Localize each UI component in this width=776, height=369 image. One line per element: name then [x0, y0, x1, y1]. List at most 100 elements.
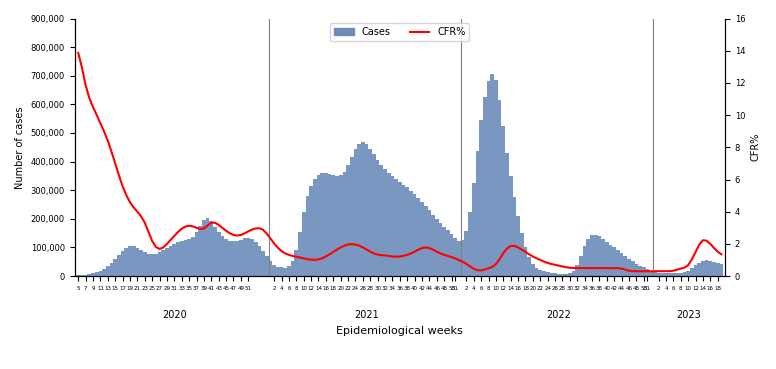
- Bar: [409, 190, 413, 276]
- Bar: [217, 232, 220, 276]
- Bar: [262, 251, 265, 276]
- Bar: [95, 272, 99, 276]
- Bar: [428, 210, 431, 276]
- Bar: [335, 176, 339, 276]
- Bar: [84, 275, 88, 276]
- Bar: [509, 176, 513, 276]
- Bar: [572, 271, 575, 276]
- Bar: [361, 142, 365, 276]
- Bar: [350, 157, 354, 276]
- Bar: [390, 176, 394, 276]
- Bar: [642, 268, 646, 276]
- Bar: [453, 238, 457, 276]
- Bar: [106, 266, 109, 276]
- Bar: [539, 270, 542, 276]
- Bar: [151, 254, 154, 276]
- Bar: [465, 231, 468, 276]
- Bar: [180, 241, 184, 276]
- Bar: [354, 149, 357, 276]
- Bar: [413, 194, 417, 276]
- Bar: [553, 273, 557, 276]
- Y-axis label: Number of cases: Number of cases: [15, 106, 25, 189]
- Bar: [420, 202, 424, 276]
- Bar: [616, 250, 620, 276]
- Bar: [546, 272, 549, 276]
- Bar: [623, 256, 627, 276]
- Bar: [310, 186, 313, 276]
- Bar: [161, 250, 165, 276]
- Bar: [638, 266, 642, 276]
- Bar: [587, 239, 591, 276]
- Bar: [346, 165, 350, 276]
- Bar: [646, 269, 650, 276]
- Bar: [298, 232, 302, 276]
- Bar: [109, 263, 113, 276]
- Bar: [686, 271, 690, 276]
- Bar: [450, 234, 453, 276]
- Bar: [139, 250, 143, 276]
- Bar: [431, 214, 435, 276]
- Bar: [671, 273, 675, 276]
- Bar: [287, 266, 291, 276]
- Bar: [320, 173, 324, 276]
- Bar: [117, 255, 121, 276]
- Bar: [294, 250, 298, 276]
- Bar: [268, 261, 272, 276]
- Bar: [379, 165, 383, 276]
- Bar: [147, 254, 151, 276]
- Bar: [424, 206, 428, 276]
- Bar: [402, 184, 405, 276]
- Bar: [417, 198, 420, 276]
- Bar: [557, 274, 560, 276]
- Bar: [708, 261, 712, 276]
- Bar: [505, 153, 509, 276]
- Bar: [143, 252, 147, 276]
- Bar: [516, 216, 520, 276]
- Bar: [365, 144, 369, 276]
- Bar: [635, 264, 638, 276]
- Bar: [594, 235, 598, 276]
- Bar: [660, 273, 664, 276]
- Bar: [327, 174, 331, 276]
- Bar: [701, 261, 705, 276]
- Bar: [279, 268, 283, 276]
- Bar: [575, 265, 579, 276]
- Bar: [283, 268, 287, 276]
- Bar: [291, 261, 294, 276]
- Bar: [598, 237, 601, 276]
- Y-axis label: CFR%: CFR%: [751, 133, 761, 162]
- Bar: [224, 239, 228, 276]
- Bar: [276, 267, 279, 276]
- Bar: [679, 273, 683, 276]
- Bar: [520, 233, 524, 276]
- Bar: [331, 175, 335, 276]
- Bar: [487, 80, 490, 276]
- Bar: [176, 242, 180, 276]
- Bar: [438, 223, 442, 276]
- Bar: [705, 261, 708, 276]
- Bar: [712, 262, 715, 276]
- Bar: [483, 97, 487, 276]
- Text: 2022: 2022: [546, 310, 571, 320]
- Bar: [80, 275, 84, 276]
- Bar: [601, 239, 605, 276]
- Bar: [664, 273, 668, 276]
- Bar: [494, 80, 497, 276]
- Bar: [258, 246, 262, 276]
- Bar: [372, 154, 376, 276]
- Bar: [324, 173, 327, 276]
- Bar: [513, 197, 516, 276]
- Bar: [91, 273, 95, 276]
- Bar: [668, 273, 671, 276]
- Bar: [446, 230, 450, 276]
- Bar: [620, 253, 623, 276]
- Bar: [549, 273, 553, 276]
- Bar: [265, 256, 268, 276]
- Bar: [535, 268, 539, 276]
- Bar: [247, 238, 250, 276]
- Bar: [132, 246, 136, 276]
- Bar: [342, 172, 346, 276]
- Bar: [579, 256, 583, 276]
- Bar: [306, 196, 310, 276]
- Bar: [195, 232, 199, 276]
